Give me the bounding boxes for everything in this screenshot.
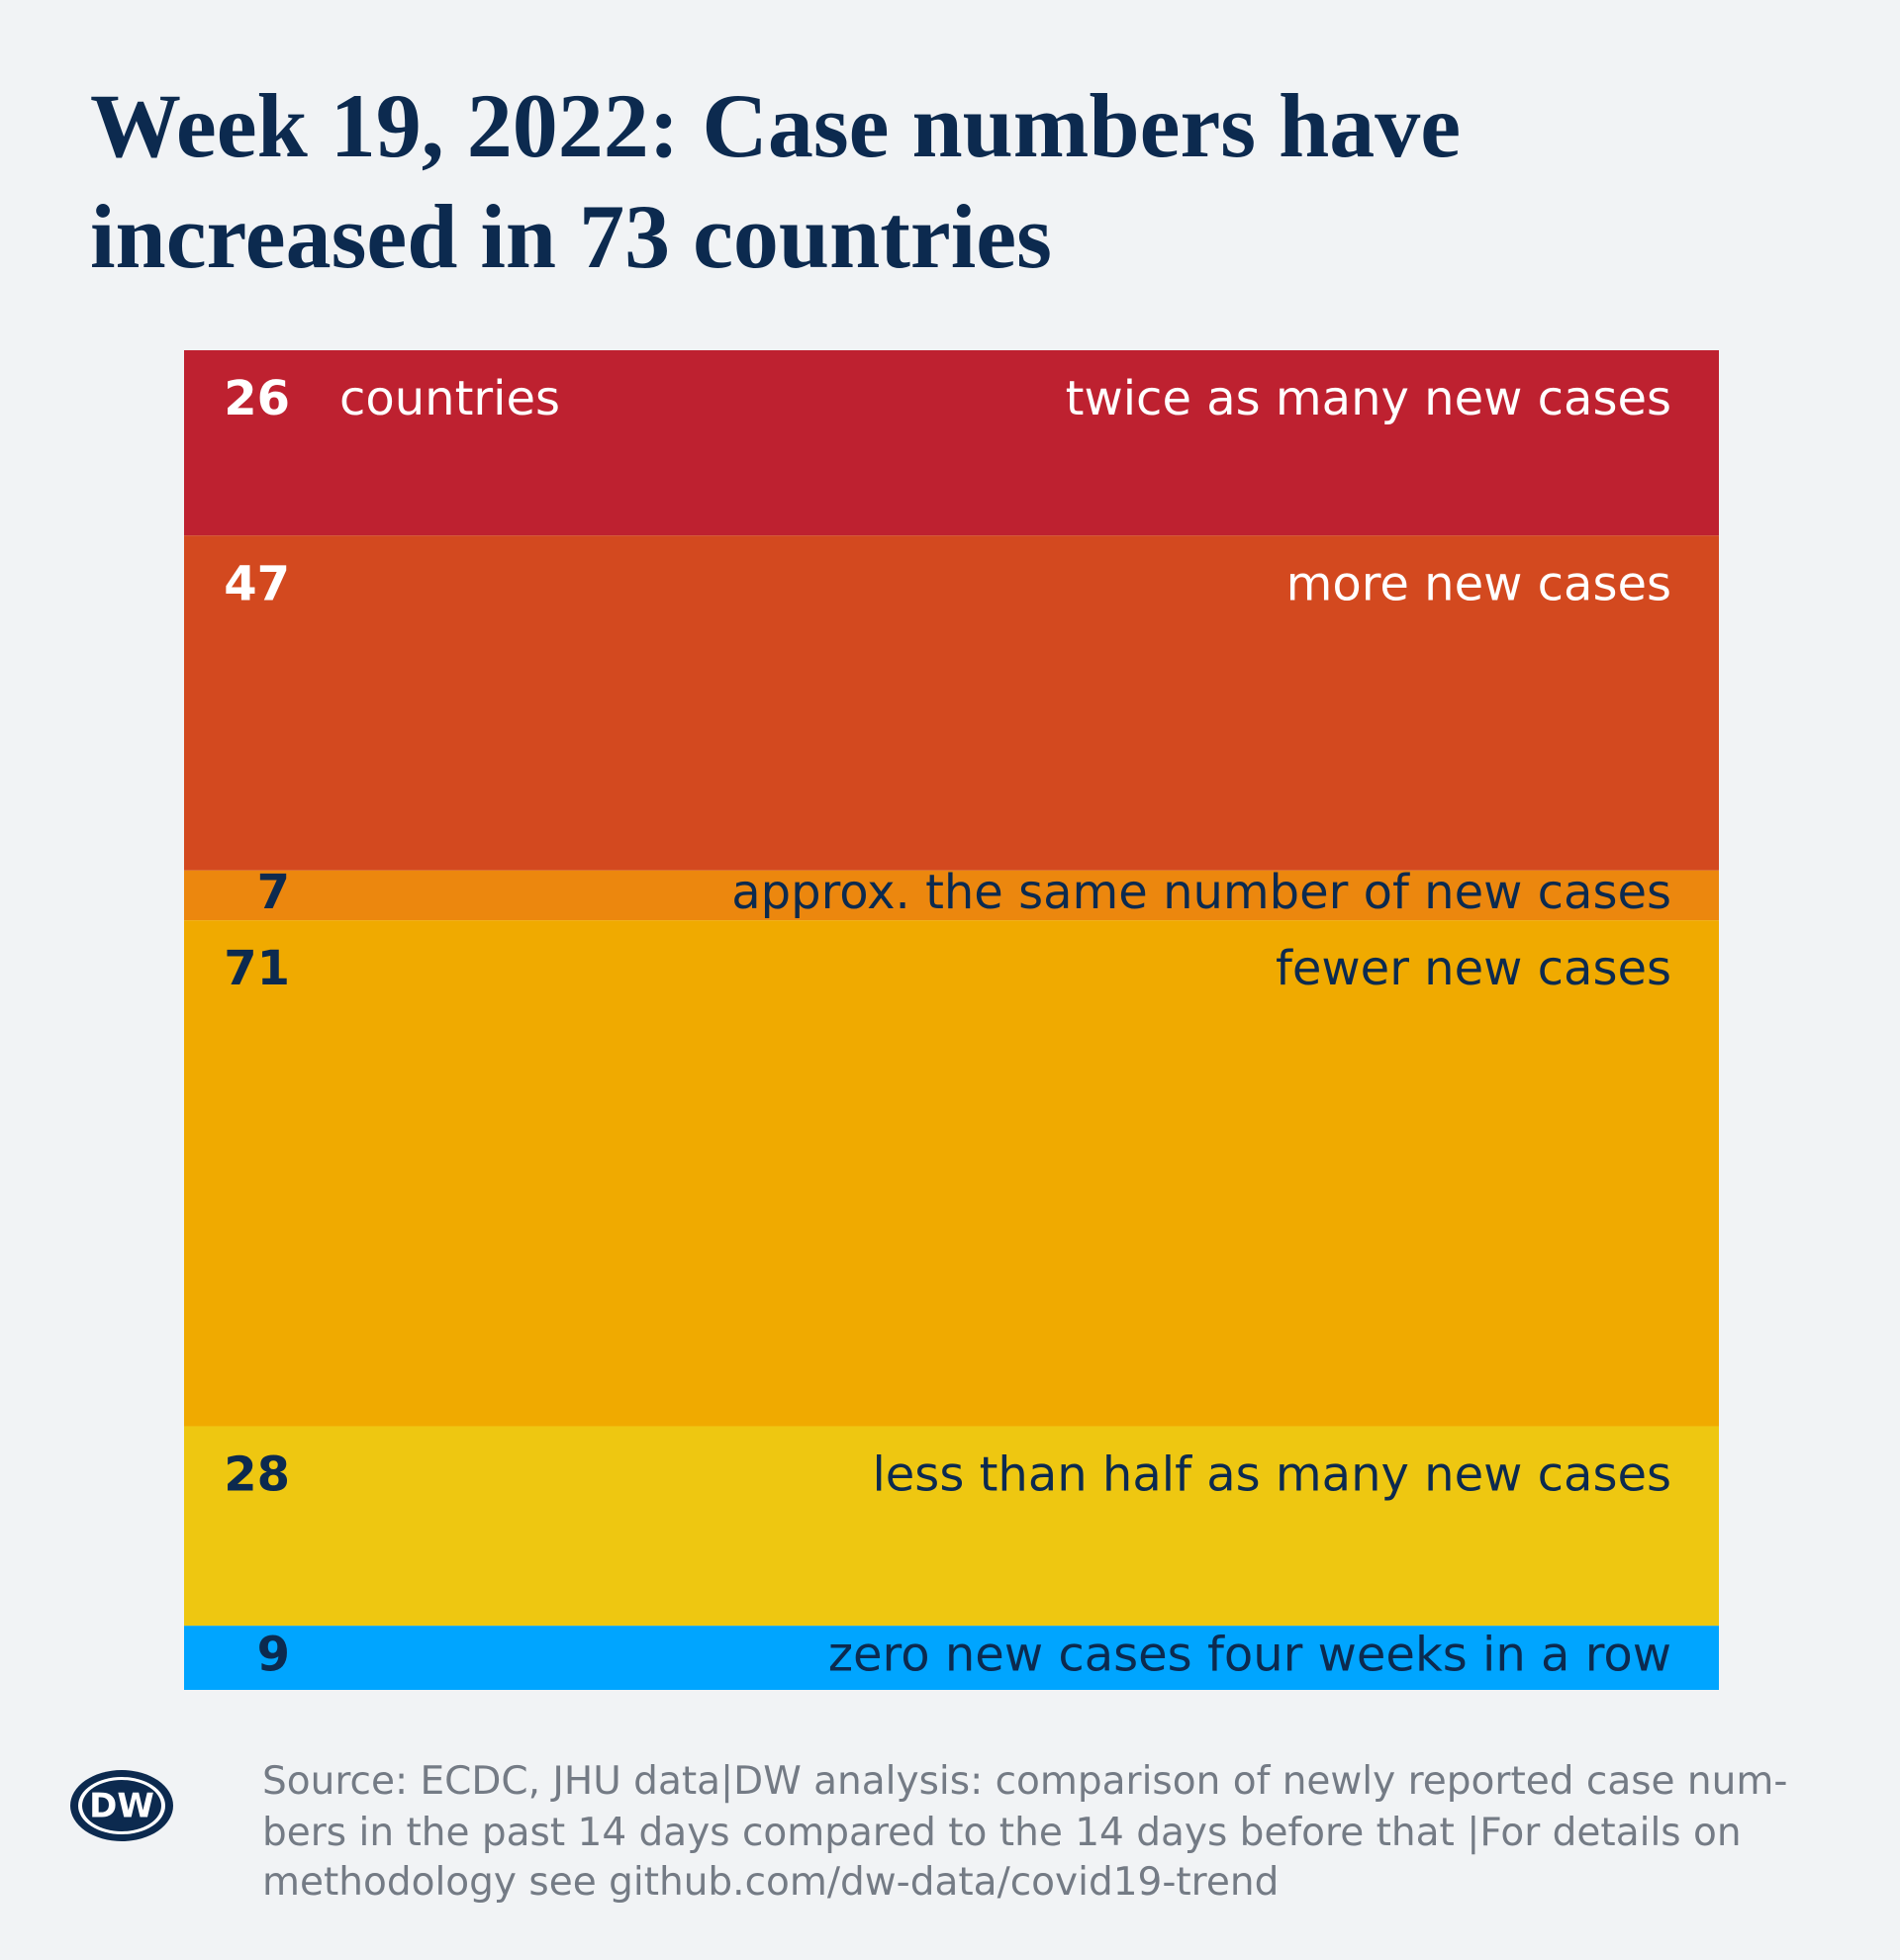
bar-segment bbox=[184, 535, 1719, 871]
source: methodology see github.com/dw-data/covid… bbox=[262, 1860, 1279, 1905]
value-label: 71 bbox=[224, 941, 290, 996]
value-label: 28 bbox=[224, 1447, 290, 1503]
bar-segment bbox=[184, 1426, 1719, 1627]
value-label: 26 bbox=[224, 371, 290, 426]
category-label: less than half as many new cases bbox=[872, 1447, 1671, 1503]
category-label: approx. the same number of new cases bbox=[731, 865, 1671, 920]
bar-segment bbox=[184, 1626, 1719, 1690]
logo-inner bbox=[82, 1780, 161, 1831]
category-label: zero new cases four weeks in a row bbox=[828, 1628, 1671, 1683]
source: Source: ECDC, JHU data|DW analysis: comp… bbox=[262, 1759, 1787, 1804]
source: bers in the past 14 days compared to the… bbox=[262, 1811, 1742, 1855]
logo: DW bbox=[89, 1787, 154, 1826]
value-label: 47 bbox=[224, 556, 290, 611]
unit-label: countries bbox=[339, 371, 560, 426]
bar-segment bbox=[184, 920, 1719, 1427]
bar-segment bbox=[184, 350, 1719, 536]
chart-title: increased in 73 countries bbox=[90, 186, 1052, 287]
category-label: fewer new cases bbox=[1276, 941, 1671, 996]
value-label: 7 bbox=[257, 865, 290, 920]
category-label: twice as many new cases bbox=[1066, 371, 1671, 426]
value-label: 9 bbox=[257, 1628, 290, 1683]
chart-title: Week 19, 2022: Case numbers have bbox=[90, 75, 1461, 176]
category-label: more new cases bbox=[1286, 556, 1671, 611]
bar-segment bbox=[184, 870, 1719, 921]
